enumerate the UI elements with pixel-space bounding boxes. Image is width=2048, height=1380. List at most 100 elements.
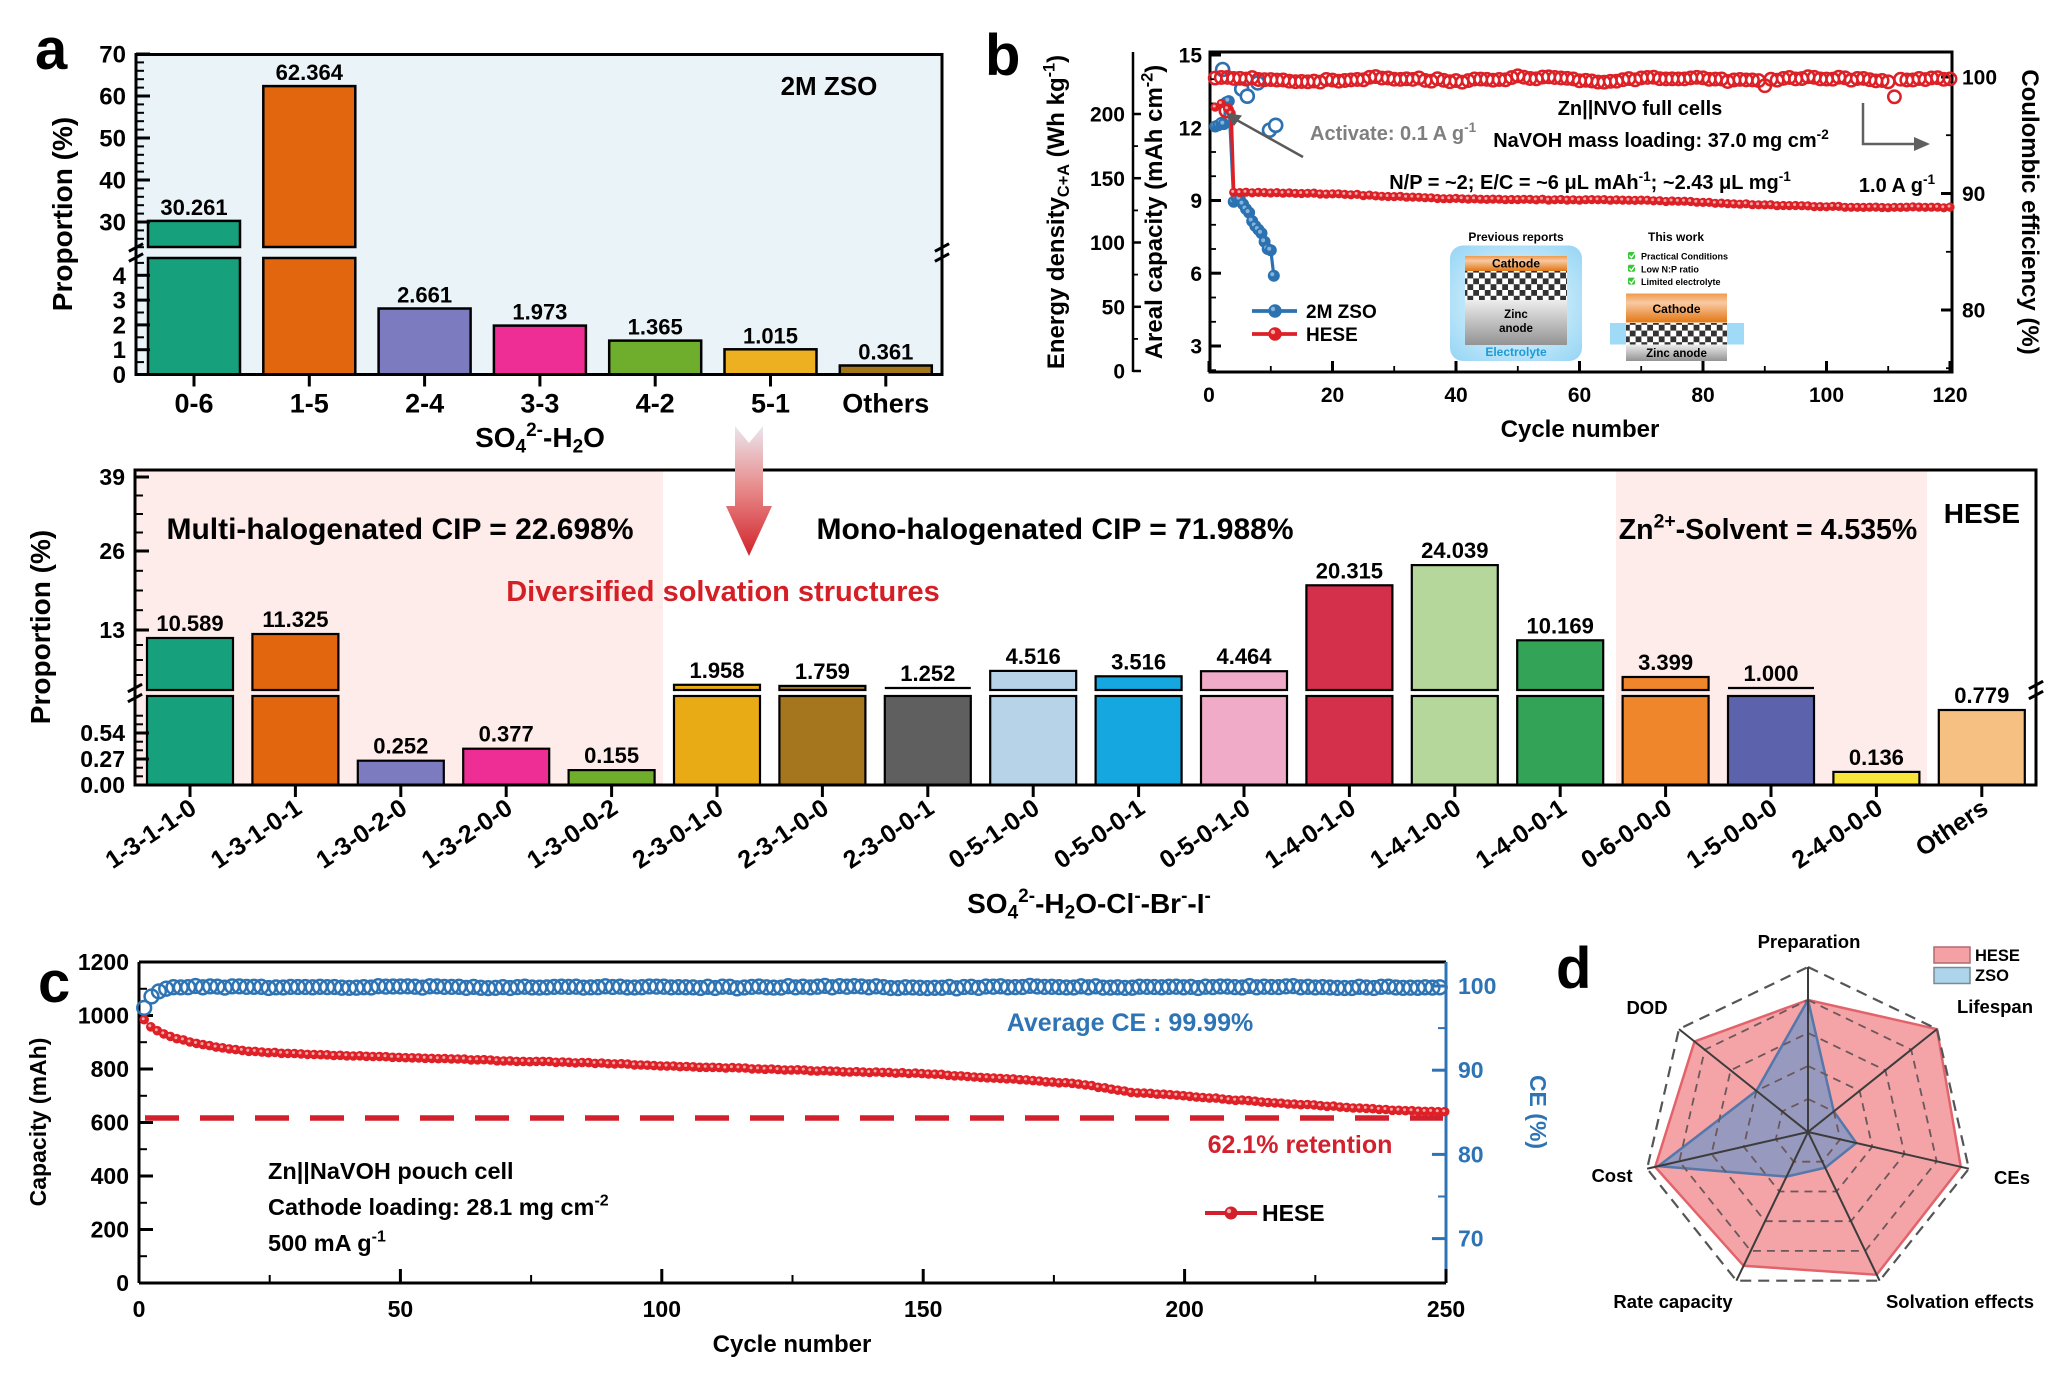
svg-text:100: 100 — [1962, 67, 1997, 90]
svg-text:400: 400 — [91, 1163, 129, 1189]
svg-text:80: 80 — [1458, 1141, 1484, 1167]
svg-text:Average CE : 99.99%: Average CE : 99.99% — [1007, 1009, 1253, 1037]
svg-text:NaVOH mass loading: 37.0 mg cm: NaVOH mass loading: 37.0 mg cm-2 — [1493, 127, 1829, 152]
svg-text:HESE: HESE — [1262, 1200, 1325, 1226]
svg-text:0: 0 — [116, 1270, 129, 1296]
svg-text:SO42--H2O-Cl--Br--I-: SO42--H2O-Cl--Br--I- — [967, 886, 1211, 924]
svg-text:250: 250 — [1427, 1296, 1465, 1322]
svg-text:1.0 A g-1: 1.0 A g-1 — [1859, 172, 1936, 197]
svg-text:5-1: 5-1 — [751, 389, 790, 419]
svg-text:12: 12 — [1179, 117, 1202, 140]
svg-text:c: c — [38, 950, 70, 1015]
svg-text:1000: 1000 — [78, 1003, 129, 1029]
svg-text:70: 70 — [99, 42, 126, 69]
svg-text:60: 60 — [1568, 384, 1591, 407]
svg-text:62.364: 62.364 — [276, 60, 344, 85]
svg-text:26: 26 — [99, 538, 125, 564]
svg-text:24.039: 24.039 — [1421, 538, 1488, 563]
svg-text:120: 120 — [1932, 384, 1967, 407]
svg-text:d: d — [1556, 936, 1591, 1001]
svg-text:0.00: 0.00 — [80, 772, 125, 798]
svg-text:0: 0 — [113, 362, 126, 389]
svg-text:1.365: 1.365 — [628, 315, 683, 340]
svg-text:13: 13 — [99, 617, 125, 643]
svg-text:30.261: 30.261 — [160, 195, 227, 220]
svg-text:Practical Conditions: Practical Conditions — [1641, 252, 1728, 262]
svg-text:Previous reports: Previous reports — [1468, 230, 1564, 244]
svg-text:HESE: HESE — [1944, 498, 2020, 529]
svg-text:Rate capacity: Rate capacity — [1613, 1291, 1733, 1312]
svg-text:11.325: 11.325 — [262, 607, 328, 632]
svg-text:0.136: 0.136 — [1849, 745, 1904, 770]
svg-text:Capacity (mAh): Capacity (mAh) — [25, 1038, 51, 1207]
svg-text:Limited electrolyte: Limited electrolyte — [1641, 277, 1721, 287]
svg-text:HESE: HESE — [1306, 325, 1358, 346]
svg-text:This work: This work — [1648, 230, 1704, 244]
svg-text:Zn||NVO full cells: Zn||NVO full cells — [1558, 98, 1723, 120]
svg-text:CE (%): CE (%) — [1525, 1075, 1551, 1149]
svg-text:Electrolyte: Electrolyte — [1485, 345, 1547, 359]
svg-text:N/P = ~2; E/C = ~6 μL mAh-1;: N/P = ~2; E/C = ~6 μL mAh-1; ~2.43 μL mg… — [1389, 169, 1791, 194]
svg-text:Preparation: Preparation — [1758, 931, 1861, 952]
svg-text:1.759: 1.759 — [795, 659, 850, 684]
svg-text:1.000: 1.000 — [1743, 661, 1798, 686]
svg-text:4.464: 4.464 — [1216, 644, 1272, 669]
svg-text:200: 200 — [91, 1217, 129, 1243]
svg-text:3: 3 — [1190, 336, 1202, 359]
svg-text:0.779: 0.779 — [1954, 683, 2009, 708]
svg-text:Cycle number: Cycle number — [1501, 416, 1660, 443]
svg-text:Solvation effects: Solvation effects — [1886, 1291, 2034, 1312]
svg-text:0-6: 0-6 — [174, 389, 213, 419]
svg-text:9: 9 — [1190, 190, 1202, 213]
svg-text:150: 150 — [1090, 168, 1125, 191]
svg-text:HESE: HESE — [1975, 947, 2020, 965]
svg-text:4-2: 4-2 — [636, 389, 675, 419]
svg-text:90: 90 — [1962, 183, 1985, 206]
svg-text:2.661: 2.661 — [397, 283, 452, 308]
svg-text:10.169: 10.169 — [1527, 613, 1594, 638]
svg-text:100: 100 — [1809, 384, 1844, 407]
svg-text:Zn2+-Solvent = 4.535%: Zn2+-Solvent = 4.535% — [1619, 511, 1918, 546]
svg-text:50: 50 — [1102, 296, 1125, 319]
svg-text:Proportion (%): Proportion (%) — [47, 117, 78, 311]
svg-text:600: 600 — [91, 1110, 129, 1136]
svg-text:500 mA g-1: 500 mA g-1 — [268, 1229, 386, 1256]
svg-text:0.27: 0.27 — [80, 746, 125, 772]
svg-text:4: 4 — [113, 263, 127, 290]
svg-text:20.315: 20.315 — [1316, 558, 1383, 583]
svg-text:0.377: 0.377 — [479, 722, 534, 747]
svg-text:150: 150 — [904, 1296, 942, 1322]
svg-text:2: 2 — [113, 312, 126, 339]
svg-text:100: 100 — [1458, 973, 1496, 999]
svg-text:Coulombic efficiency (%): Coulombic efficiency (%) — [2016, 69, 2043, 354]
svg-text:0.361: 0.361 — [858, 340, 913, 365]
svg-text:15: 15 — [1179, 45, 1203, 68]
svg-text:3.516: 3.516 — [1111, 649, 1166, 674]
svg-text:6: 6 — [1190, 263, 1202, 286]
svg-text:50: 50 — [388, 1296, 414, 1322]
svg-text:Cycle number: Cycle number — [713, 1331, 872, 1358]
svg-text:0.155: 0.155 — [584, 743, 639, 768]
svg-text:4.516: 4.516 — [1006, 644, 1061, 669]
svg-text:1-5: 1-5 — [290, 389, 329, 419]
svg-text:40: 40 — [99, 168, 126, 195]
svg-text:2M ZSO: 2M ZSO — [781, 71, 878, 101]
svg-text:anode: anode — [1499, 323, 1533, 335]
svg-text:1: 1 — [113, 337, 126, 364]
svg-text:0.54: 0.54 — [80, 720, 125, 746]
svg-text:40: 40 — [1444, 384, 1467, 407]
svg-text:Mono-halogenated CIP = 71.988%: Mono-halogenated CIP = 71.988% — [816, 513, 1293, 546]
svg-text:Cathode: Cathode — [1653, 302, 1701, 316]
svg-text:DOD: DOD — [1626, 997, 1667, 1018]
svg-text:70: 70 — [1458, 1226, 1484, 1252]
svg-text:3: 3 — [113, 288, 126, 315]
svg-text:62.1% retention: 62.1% retention — [1208, 1131, 1393, 1159]
svg-text:3-3: 3-3 — [520, 389, 559, 419]
svg-text:Zinc anode: Zinc anode — [1646, 348, 1707, 360]
svg-text:800: 800 — [91, 1056, 129, 1082]
svg-text:1.958: 1.958 — [689, 658, 744, 683]
svg-text:Others: Others — [842, 389, 929, 419]
svg-text:80: 80 — [1691, 384, 1714, 407]
svg-text:Zinc: Zinc — [1504, 309, 1528, 321]
svg-text:100: 100 — [643, 1296, 681, 1322]
